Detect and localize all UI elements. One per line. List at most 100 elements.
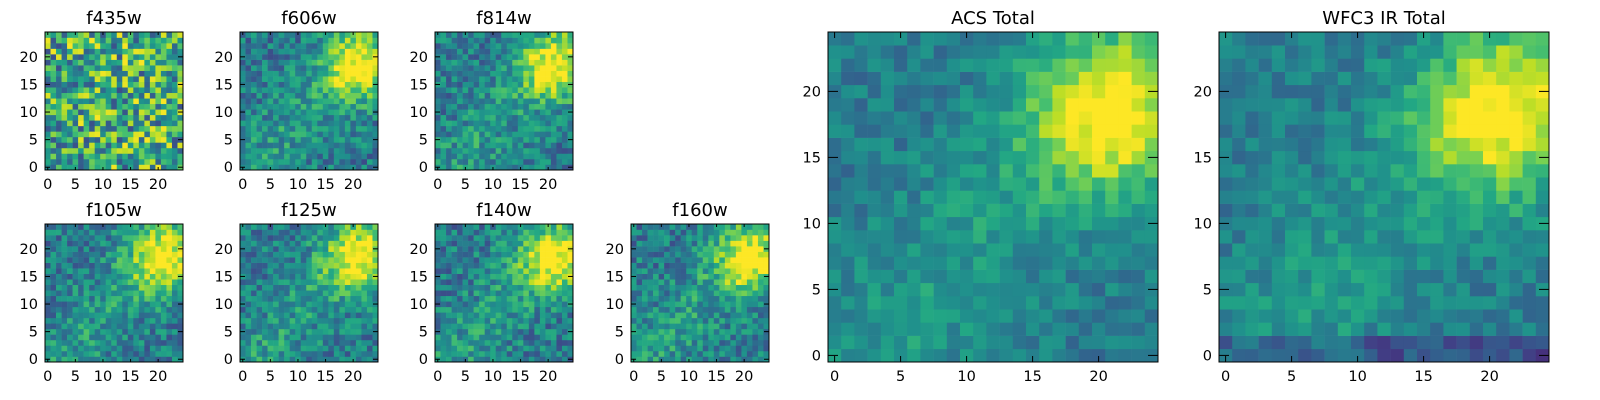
heatmap-cell (534, 70, 541, 77)
heatmap-cell (1144, 322, 1159, 336)
heatmap-cell (999, 203, 1014, 218)
heatmap-cell (501, 98, 508, 105)
heatmap-cell (45, 153, 51, 160)
heatmap-cell (311, 235, 318, 241)
heatmap-cell (127, 158, 134, 165)
heatmap-cell (240, 147, 246, 154)
heatmap-cell (366, 131, 373, 138)
heatmap-cell (155, 48, 162, 55)
heatmap-cell (50, 87, 57, 94)
heatmap-cell (177, 120, 184, 127)
heatmap-cell (495, 136, 502, 143)
heatmap-cell (512, 262, 519, 269)
heatmap-cell (451, 98, 458, 105)
heatmap-cell (344, 164, 351, 171)
heatmap-cell (1131, 203, 1146, 218)
heatmap-cell (262, 317, 268, 324)
heatmap-cell (512, 59, 519, 66)
heatmap-cell (702, 356, 709, 363)
heatmap-cell (440, 48, 447, 55)
heatmap-cell (328, 240, 335, 247)
heatmap-cell (462, 262, 469, 269)
heatmap-cells (435, 32, 574, 171)
heatmap-cell (631, 284, 637, 291)
heatmap-cell (122, 323, 129, 330)
heatmap-cell (854, 322, 868, 336)
heatmap-cell (284, 312, 290, 319)
heatmap-cell (333, 262, 340, 269)
heatmap-cell (144, 273, 151, 280)
heatmap-cell (61, 131, 68, 138)
heatmap-cell (111, 92, 118, 99)
x-tick-label: 15 (121, 369, 139, 385)
heatmap-cell (245, 142, 252, 149)
heatmap-cell (697, 323, 704, 330)
heatmap-cell (83, 48, 90, 55)
heatmap-cell (545, 54, 552, 60)
heatmap-cell (56, 301, 62, 308)
heatmap-cell (105, 312, 112, 319)
heatmap-cell (691, 251, 698, 258)
heatmap-cell (713, 246, 720, 252)
heatmap-cell (361, 268, 368, 274)
heatmap-cell (1039, 190, 1053, 204)
heatmap-cell (973, 256, 987, 270)
heatmap-cell (251, 273, 257, 280)
heatmap-cell (523, 120, 530, 127)
heatmap-cell (350, 240, 357, 247)
heatmap-cell (446, 301, 452, 308)
heatmap-cell (67, 268, 73, 274)
heatmap-cell (841, 282, 855, 297)
heatmap-cell (105, 334, 112, 341)
heatmap-cell (328, 224, 335, 230)
heatmap-cell (295, 158, 302, 165)
heatmap-cell (854, 190, 868, 204)
heatmap-cell (245, 153, 252, 160)
heatmap-cell (278, 301, 285, 308)
heatmap-cell (719, 251, 726, 258)
heatmap-cell (61, 312, 68, 319)
heatmap-cell (561, 345, 568, 352)
heatmap-cell (999, 269, 1014, 284)
heatmap-cell (561, 92, 568, 99)
heatmap-cell (960, 335, 974, 350)
heatmap-cell (675, 273, 681, 280)
heatmap-cell (946, 322, 961, 336)
heatmap-cell (311, 48, 318, 55)
heatmap-cell (550, 32, 557, 38)
heatmap-cell (50, 224, 57, 230)
heatmap-cell (724, 251, 731, 258)
heatmap-cell (116, 295, 123, 302)
heatmap-cell (446, 240, 452, 247)
heatmap-cell (100, 136, 107, 143)
heatmap-cell (61, 339, 68, 346)
heatmap-cell (724, 295, 731, 302)
heatmap-cell (479, 257, 485, 263)
heatmap-cell (468, 240, 474, 247)
heatmap-cell (545, 92, 552, 99)
heatmap-cell (100, 284, 107, 291)
heatmap-cell (355, 273, 362, 280)
heatmap-cell (127, 43, 134, 49)
heatmap-cell (746, 345, 753, 352)
heatmap-cell (45, 290, 51, 297)
heatmap-cell (468, 48, 474, 55)
heatmap-cell (100, 87, 107, 94)
heatmap-cell (245, 32, 252, 38)
heatmap-cell (854, 243, 868, 257)
heatmap-cell (435, 262, 441, 269)
heatmap-cell (344, 284, 351, 291)
heatmap-cell (490, 229, 497, 236)
heatmap-cell (83, 147, 90, 154)
heatmap-cell (61, 43, 68, 49)
heatmap-cell (160, 317, 167, 324)
heatmap-cell (160, 65, 167, 71)
heatmap-cell (61, 317, 68, 324)
heatmap-cell (719, 317, 726, 324)
heatmap-cell (484, 59, 491, 66)
heatmap-cell (435, 153, 441, 160)
heatmap-cell (122, 81, 129, 88)
heatmap-cell (658, 240, 665, 247)
y-tick-label: 15 (215, 77, 233, 93)
heatmap-cell (94, 131, 101, 138)
